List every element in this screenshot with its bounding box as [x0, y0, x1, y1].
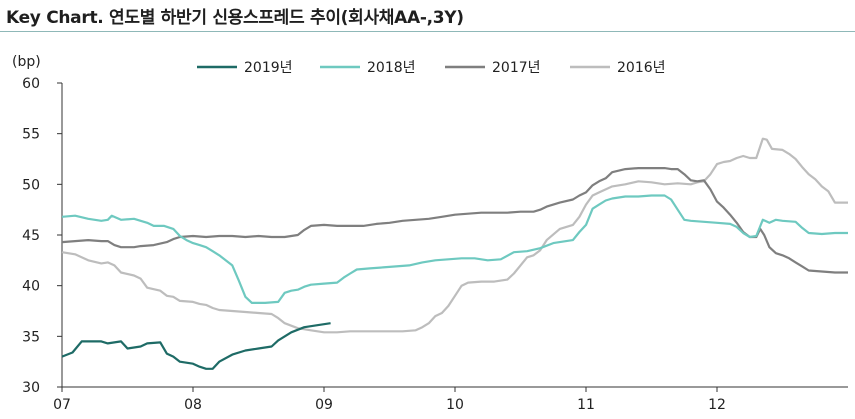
x-tick-label: 09: [315, 397, 333, 413]
title-divider: [0, 31, 855, 32]
x-tick-label: 11: [577, 397, 595, 413]
y-axis-label: (bp): [12, 54, 41, 70]
chart-legend: 2019년 2018년 2017년 2016년: [197, 60, 666, 76]
x-tick-label: 08: [184, 397, 202, 413]
y-tick-label: 40: [22, 279, 40, 295]
y-tick-label: 50: [22, 177, 40, 193]
chart-axes: (bp) 30 35 40 45 50 55 60 07 08 09 10 11 12: [12, 54, 848, 413]
y-tick-label: 35: [22, 329, 40, 345]
y-tick-label: 30: [22, 380, 40, 396]
series-line-2018: [61, 194, 848, 304]
series-line-2017: [61, 167, 848, 274]
legend-label-2019: 2019년: [244, 60, 293, 76]
legend-label-2016: 2016년: [617, 60, 666, 76]
chart-series: [61, 137, 848, 370]
y-tick-label: 60: [22, 76, 40, 92]
x-tick-label: 10: [446, 397, 464, 413]
legend-label-2017: 2017년: [492, 60, 541, 76]
series-line-2016: [61, 137, 848, 334]
chart-title: Key Chart. 연도별 하반기 신용스프레드 추이(회사채AA-,3Y): [6, 8, 464, 28]
x-tick-label: 07: [53, 397, 71, 413]
y-tick-label: 55: [22, 127, 40, 143]
series-line-2019: [61, 322, 331, 370]
legend-label-2018: 2018년: [367, 60, 416, 76]
x-tick-label: 12: [708, 397, 726, 413]
y-tick-label: 45: [22, 228, 40, 244]
